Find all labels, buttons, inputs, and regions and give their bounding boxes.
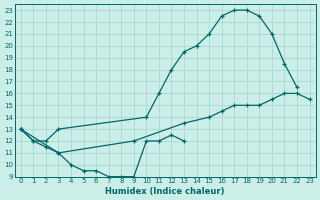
X-axis label: Humidex (Indice chaleur): Humidex (Indice chaleur) — [106, 187, 225, 196]
